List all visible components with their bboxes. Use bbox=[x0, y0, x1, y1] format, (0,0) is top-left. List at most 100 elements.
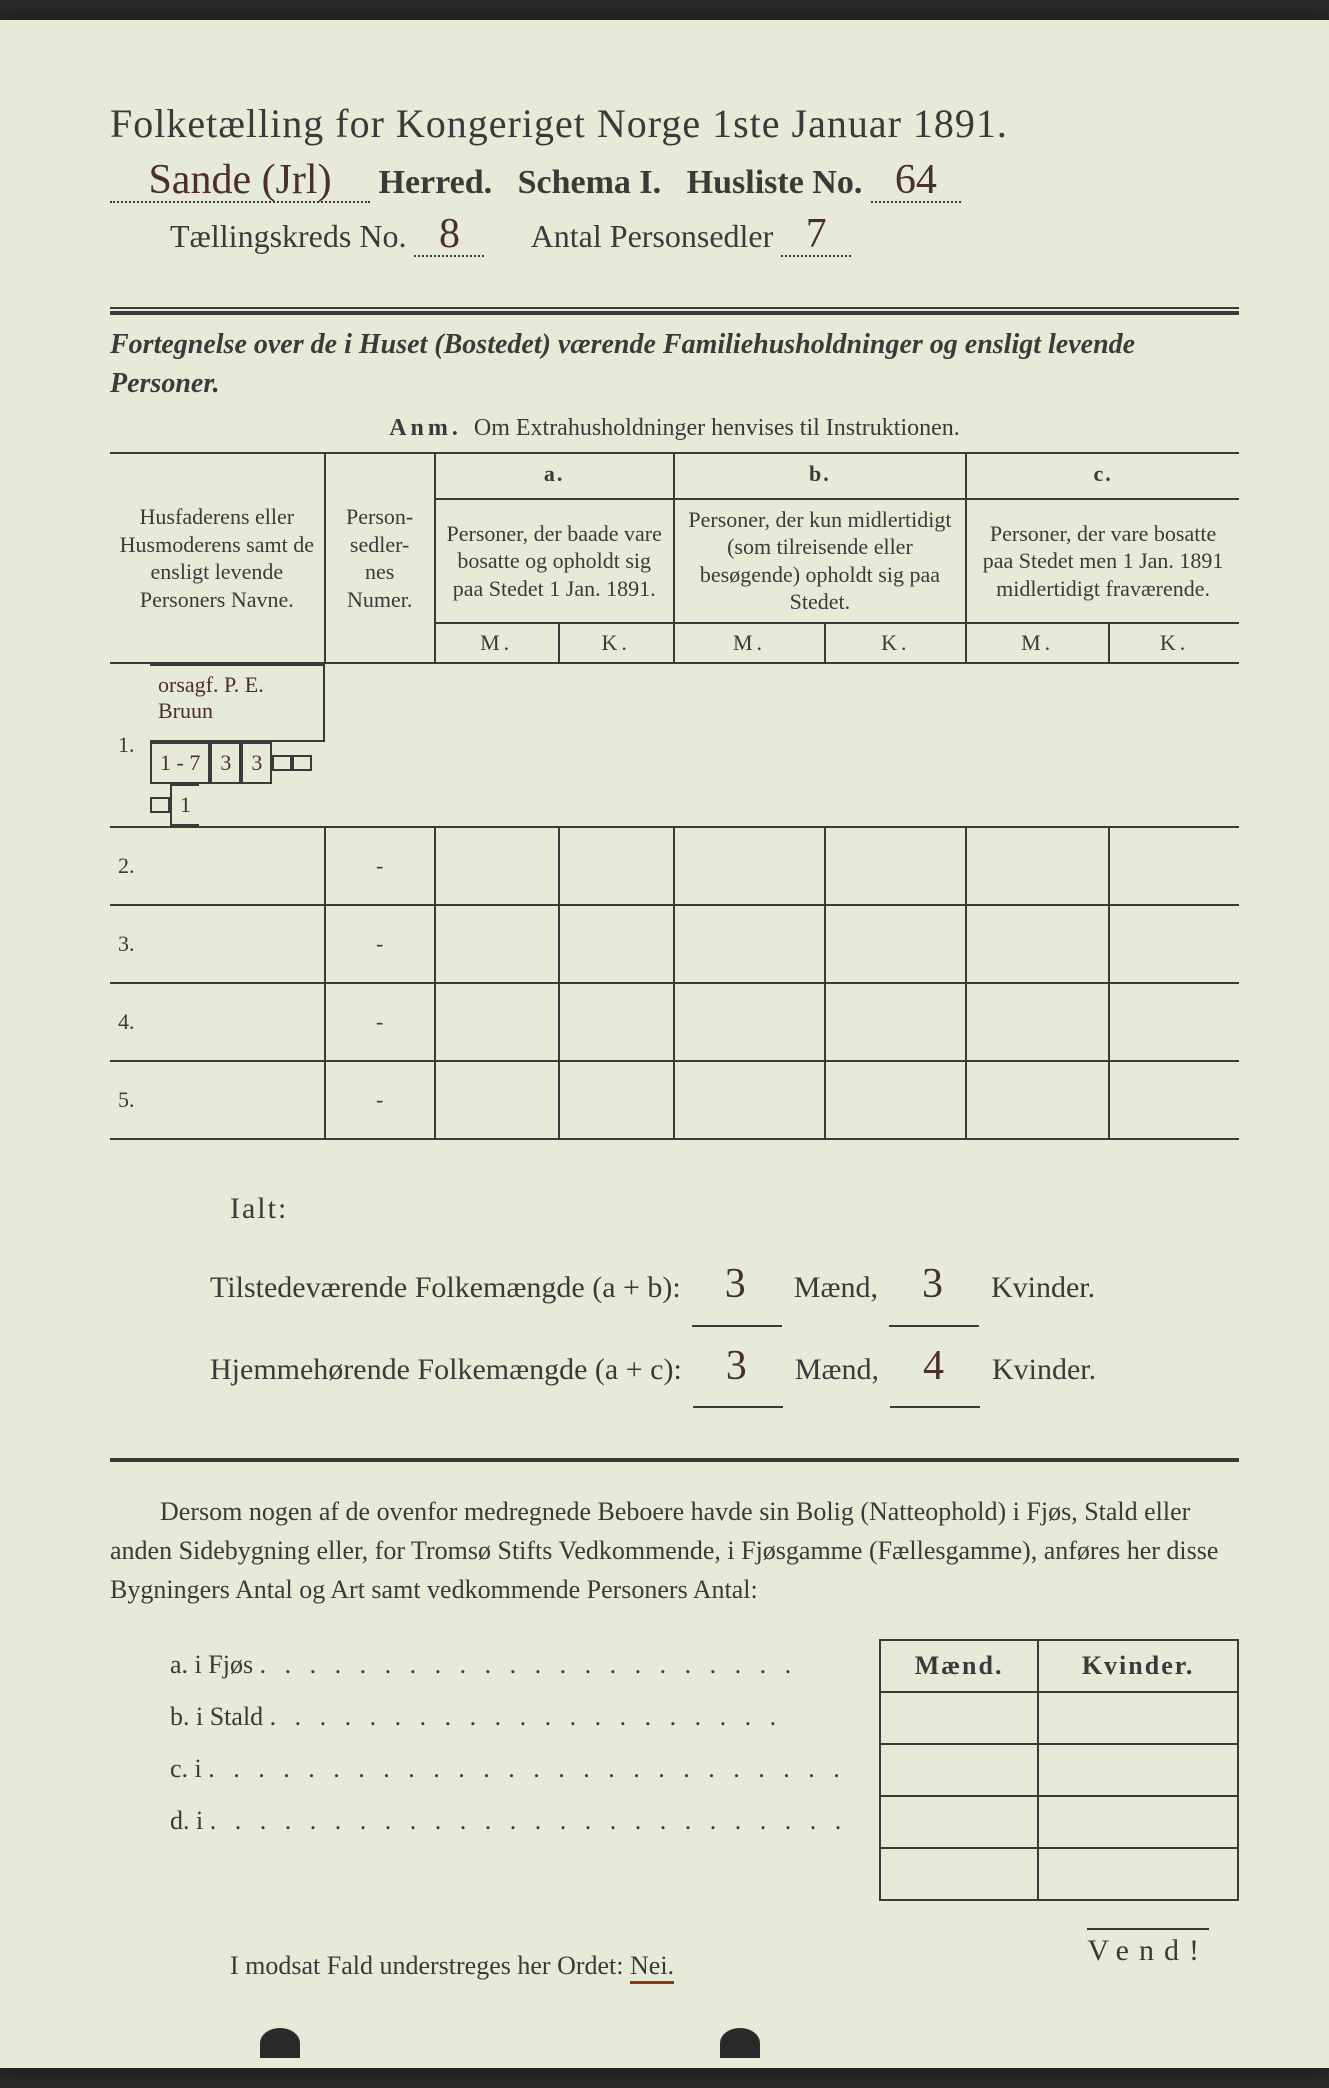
vend-label: Vend! bbox=[1087, 1928, 1209, 1968]
row-name bbox=[150, 905, 325, 983]
cell bbox=[674, 905, 826, 983]
row-numer: - bbox=[325, 905, 435, 983]
row-num: 4. bbox=[110, 983, 150, 1061]
table-row: 5. - bbox=[110, 1061, 1239, 1139]
cell bbox=[435, 983, 559, 1061]
row-name bbox=[150, 827, 325, 905]
row-num: 5. bbox=[110, 1061, 150, 1139]
cell bbox=[559, 827, 674, 905]
cell bbox=[1038, 1796, 1238, 1848]
cell bbox=[435, 1061, 559, 1139]
kreds-line: Tællingskreds No. 8 Antal Personsedler 7 bbox=[110, 213, 1239, 257]
nei-word: Nei. bbox=[630, 1951, 674, 1984]
page-tear bbox=[720, 2028, 760, 2058]
rule bbox=[110, 1458, 1239, 1462]
kreds-value: 8 bbox=[414, 213, 484, 257]
hjemme-row: Hjemmehørende Folkemængde (a + c): 3 Mæn… bbox=[210, 1327, 1239, 1409]
mk-table: Mænd.Kvinder. bbox=[879, 1639, 1239, 1901]
col-a-text: Personer, der baade vare bosatte og opho… bbox=[435, 499, 674, 623]
cell bbox=[559, 905, 674, 983]
col-b-text: Personer, der kun midlertidigt (som tilr… bbox=[674, 499, 966, 623]
census-table: Husfaderens eller Husmoderens samt de en… bbox=[110, 452, 1239, 1140]
kreds-label: Tællingskreds No. bbox=[170, 218, 406, 254]
cell bbox=[1038, 1692, 1238, 1744]
row-numer: 1 - 7 bbox=[150, 742, 210, 784]
mk-kvinder: Kvinder. bbox=[1038, 1640, 1238, 1692]
cell-bM bbox=[272, 755, 292, 771]
table-row: 2. - bbox=[110, 827, 1239, 905]
modsat-line: I modsat Fald understreges her Ordet: Ne… bbox=[110, 1951, 1239, 1981]
cell bbox=[825, 905, 966, 983]
hjemme-m: 3 bbox=[693, 1327, 783, 1409]
cell bbox=[966, 1061, 1109, 1139]
antal-value: 7 bbox=[781, 213, 851, 257]
husliste-label: Husliste No. bbox=[687, 164, 863, 201]
col-numer: Person- sedler- nes Numer. bbox=[325, 453, 435, 663]
col-c-m: M. bbox=[966, 623, 1109, 663]
tilstede-row: Tilstedeværende Folkemængde (a + b): 3 M… bbox=[210, 1245, 1239, 1327]
bldg-d: d. i . . . . . . . . . . . . . . . . . .… bbox=[170, 1795, 859, 1847]
cell-aM: 3 bbox=[210, 742, 241, 784]
cell bbox=[1109, 983, 1239, 1061]
row-name bbox=[150, 983, 325, 1061]
cell bbox=[880, 1848, 1038, 1900]
form-subtitle: Fortegnelse over de i Huset (Bostedet) v… bbox=[110, 325, 1239, 403]
anm-note: Anm. Om Extrahusholdninger henvises til … bbox=[110, 415, 1239, 442]
row-numer: - bbox=[325, 1061, 435, 1139]
antal-label: Antal Personsedler bbox=[531, 218, 774, 254]
row-num: 3. bbox=[110, 905, 150, 983]
herred-value: Sande (Jrl) bbox=[110, 159, 370, 203]
cell-cM bbox=[150, 797, 170, 813]
col-b-k: K. bbox=[825, 623, 966, 663]
building-list: a. i Fjøs . . . . . . . . . . . . . . . … bbox=[170, 1639, 879, 1901]
table-row: 4. - bbox=[110, 983, 1239, 1061]
row-name: orsagf. P. E. Bruun bbox=[150, 664, 325, 742]
cell bbox=[559, 983, 674, 1061]
cell bbox=[1109, 1061, 1239, 1139]
col-b-m: M. bbox=[674, 623, 826, 663]
row-num: 2. bbox=[110, 827, 150, 905]
page-tear bbox=[260, 2028, 300, 2058]
building-paragraph: Dersom nogen af de ovenfor medregnede Be… bbox=[110, 1492, 1239, 1609]
hjemme-k: 4 bbox=[890, 1327, 980, 1409]
cell-cK: 1 bbox=[170, 784, 199, 826]
totals-block: Ialt: Tilstedeværende Folkemængde (a + b… bbox=[110, 1180, 1239, 1409]
cell bbox=[1038, 1848, 1238, 1900]
table-row: 1. orsagf. P. E. Bruun 1 - 7 3 3 1 bbox=[110, 663, 1239, 827]
col-b: b. bbox=[674, 453, 966, 499]
building-block: a. i Fjøs . . . . . . . . . . . . . . . … bbox=[110, 1639, 1239, 1901]
col-a: a. bbox=[435, 453, 674, 499]
husliste-value: 64 bbox=[871, 159, 961, 203]
cell-aK: 3 bbox=[241, 742, 272, 784]
row-numer: - bbox=[325, 983, 435, 1061]
cell bbox=[880, 1692, 1038, 1744]
row-numer: - bbox=[325, 827, 435, 905]
bldg-b: b. i Stald . . . . . . . . . . . . . . .… bbox=[170, 1691, 859, 1743]
cell bbox=[435, 827, 559, 905]
col-name: Husfaderens eller Husmoderens samt de en… bbox=[110, 453, 325, 663]
col-c-text: Personer, der vare bosatte paa Stedet me… bbox=[966, 499, 1239, 623]
schema-label: Schema I. bbox=[518, 164, 662, 201]
row-name bbox=[150, 1061, 325, 1139]
ialt-label: Ialt: bbox=[210, 1180, 1239, 1237]
cell bbox=[825, 827, 966, 905]
cell bbox=[880, 1796, 1038, 1848]
cell bbox=[966, 827, 1109, 905]
table-body: 1. orsagf. P. E. Bruun 1 - 7 3 3 1 2. - … bbox=[110, 663, 1239, 1139]
cell bbox=[966, 983, 1109, 1061]
col-a-k: K. bbox=[559, 623, 674, 663]
cell bbox=[825, 983, 966, 1061]
herred-line: Sande (Jrl) Herred. Schema I. Husliste N… bbox=[110, 159, 1239, 203]
rule bbox=[110, 307, 1239, 309]
tilstede-m: 3 bbox=[692, 1245, 782, 1327]
cell bbox=[435, 905, 559, 983]
cell bbox=[559, 1061, 674, 1139]
cell bbox=[674, 983, 826, 1061]
census-form-page: Folketælling for Kongeriget Norge 1ste J… bbox=[0, 20, 1329, 2068]
tilstede-k: 3 bbox=[889, 1245, 979, 1327]
rule bbox=[110, 311, 1239, 315]
cell bbox=[674, 1061, 826, 1139]
col-c-k: K. bbox=[1109, 623, 1239, 663]
table-row: 3. - bbox=[110, 905, 1239, 983]
cell bbox=[966, 905, 1109, 983]
